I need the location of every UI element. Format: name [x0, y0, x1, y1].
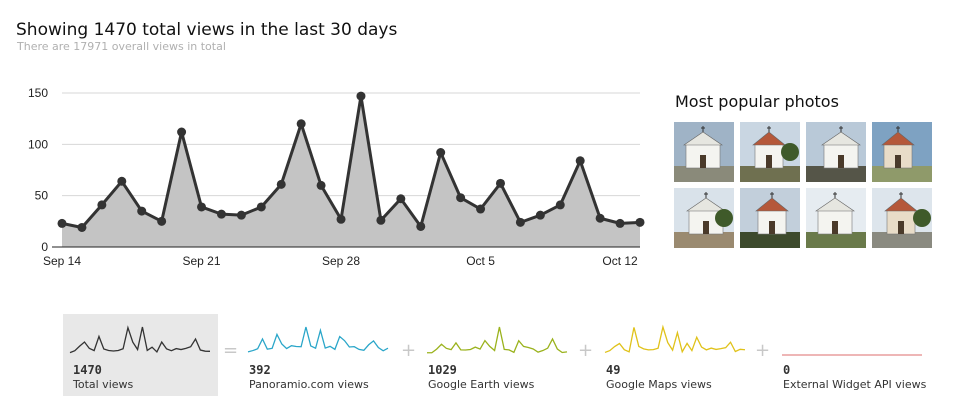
views-count: 1470 [73, 363, 102, 377]
sparkline [426, 326, 568, 354]
y-tick-label: 50 [35, 189, 49, 203]
popular-photo-thumbnail[interactable] [806, 122, 866, 182]
data-point[interactable] [276, 179, 286, 189]
popular-photo-thumbnail[interactable] [740, 188, 800, 248]
data-point[interactable] [436, 148, 446, 158]
data-point[interactable] [456, 193, 466, 203]
page-title: Showing 1470 total views in the last 30 … [16, 20, 398, 40]
area-fill [62, 96, 640, 247]
views-stat-0[interactable]: 1470 Total views [63, 314, 218, 396]
data-point[interactable] [555, 200, 565, 210]
views-label: Total views [73, 378, 134, 391]
views-summary: 1470 Total views 392 Panoramio.com views 102… [0, 314, 959, 404]
data-point[interactable] [77, 222, 87, 232]
data-point[interactable] [197, 202, 207, 212]
data-point[interactable] [615, 218, 625, 228]
y-tick-label: 0 [41, 240, 48, 254]
data-point[interactable] [157, 216, 167, 226]
views-label: External Widget API views [783, 378, 927, 391]
sparkline [782, 354, 922, 356]
data-point[interactable] [476, 204, 486, 214]
data-point[interactable] [376, 215, 386, 225]
views-label: Google Earth views [428, 378, 535, 391]
y-tick-label: 150 [28, 86, 48, 100]
popular-photo-thumbnail[interactable] [872, 188, 932, 248]
data-point[interactable] [57, 218, 67, 228]
data-point[interactable] [495, 178, 505, 188]
data-point[interactable] [296, 119, 306, 129]
x-tick-label: Sep 21 [182, 254, 220, 268]
popular-photo-thumbnail[interactable] [872, 122, 932, 182]
data-point[interactable] [316, 180, 326, 190]
popular-photo-thumbnail[interactable] [806, 188, 866, 248]
popular-photo-thumbnail[interactable] [740, 122, 800, 182]
plus-sign: + [578, 340, 594, 361]
data-point[interactable] [336, 214, 346, 224]
data-point[interactable] [575, 156, 585, 166]
data-point[interactable] [177, 127, 187, 137]
data-point[interactable] [416, 221, 426, 231]
data-point[interactable] [535, 210, 545, 220]
data-point[interactable] [97, 200, 107, 210]
data-point[interactable] [137, 206, 147, 216]
data-point[interactable] [256, 202, 266, 212]
data-point[interactable] [216, 209, 226, 219]
data-point[interactable] [595, 213, 605, 223]
views-count: 392 [249, 363, 271, 377]
x-tick-label: Oct 5 [466, 254, 495, 268]
views-stat-3[interactable]: 49 Google Maps views [604, 314, 754, 396]
data-point[interactable] [117, 176, 127, 186]
data-point[interactable] [356, 91, 366, 101]
views-chart: 0 50 100 150 Sep 14 Sep 21 Sep 28 Oct 5 Oct 12 [0, 75, 660, 275]
sparkline [247, 326, 389, 353]
x-tick-label: Sep 28 [322, 254, 360, 268]
views-label: Panoramio.com views [249, 378, 369, 391]
y-tick-label: 100 [28, 137, 48, 151]
popular-photo-thumbnail[interactable] [674, 122, 734, 182]
views-count: 49 [606, 363, 621, 377]
plus-sign: + [401, 340, 417, 361]
views-count: 0 [783, 363, 791, 377]
popular-photos-title: Most popular photos [675, 92, 839, 111]
data-point[interactable] [515, 217, 525, 227]
views-stat-4[interactable]: 0 External Widget API views [781, 314, 931, 396]
views-stat-2[interactable]: 1029 Google Earth views [426, 314, 576, 396]
popular-photo-thumbnail[interactable] [674, 188, 734, 248]
plus-sign: + [755, 340, 771, 361]
page-subtitle: There are 17971 overall views in total [17, 40, 226, 53]
views-stat-1[interactable]: 392 Panoramio.com views [247, 314, 397, 396]
popular-photos-grid [674, 122, 936, 248]
views-count: 1029 [428, 363, 457, 377]
data-point[interactable] [635, 217, 645, 227]
sparkline [604, 324, 746, 354]
data-point[interactable] [236, 210, 246, 220]
views-label: Google Maps views [606, 378, 712, 391]
data-point[interactable] [396, 194, 406, 204]
sparkline [69, 325, 211, 354]
x-tick-label: Sep 14 [43, 254, 81, 268]
x-tick-label: Oct 12 [602, 254, 638, 268]
equals-sign: = [223, 340, 239, 361]
views-chart-svg: 0 50 100 150 Sep 14 Sep 21 Sep 28 Oct 5 Oct 12 [28, 86, 645, 268]
